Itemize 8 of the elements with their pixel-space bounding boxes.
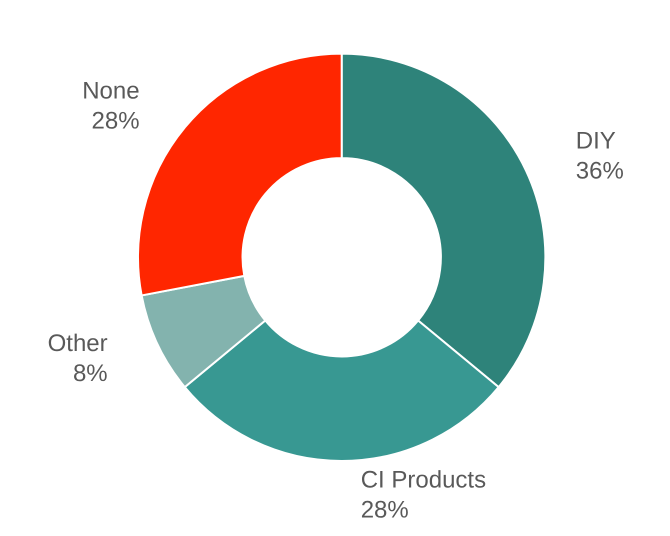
data-label: 8% [72,360,108,387]
slice-label: Other [48,330,108,357]
slice-label: DIY [576,128,616,155]
slice-label: CI Products [360,466,486,494]
data-label: 28% [360,496,409,524]
slice-label: None [82,77,140,104]
data-label: 36% [576,158,624,185]
data-label: 28% [92,107,140,134]
